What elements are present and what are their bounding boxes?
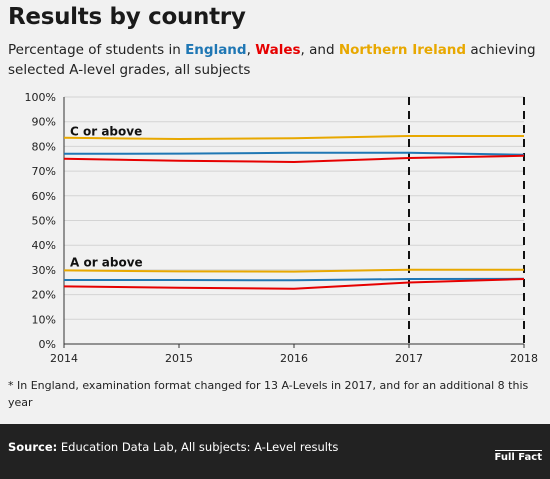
chart-subtitle: Percentage of students in England, Wales… (8, 40, 544, 80)
series-line-england (64, 277, 525, 282)
footer-bar: Source: Education Data Lab, All subjects… (0, 424, 550, 479)
line-chart: 0% 10% 20% 30% 40% 50% 60% 70% 80% 90% 100% 2014 201… (25, 91, 538, 365)
source-line: Source: Education Data Lab, All subjects… (8, 440, 338, 454)
group-annotation: A or above (70, 255, 143, 269)
series-line-ni (63, 135, 524, 140)
series-line-ni (63, 268, 524, 273)
subtitle-sep1: , (246, 42, 256, 58)
group-annotation: C or above (70, 125, 142, 139)
y-tick-label: 30% (32, 264, 56, 277)
subtitle-northern-ireland: Northern Ireland (338, 42, 467, 58)
y-tick-label: 40% (32, 239, 56, 252)
x-tick-label: 2016 (280, 352, 308, 365)
source-text: Education Data Lab, All subjects: A-Leve… (57, 440, 339, 454)
subtitle-suffix: achieving selected A-level grades, all s… (8, 42, 536, 78)
y-tick-label: 20% (32, 289, 56, 302)
series-line-wales (63, 278, 525, 290)
x-tick-label: 2018 (510, 352, 538, 365)
y-tick-label: 0% (39, 338, 56, 351)
full-fact-logo: Full Fact (494, 450, 542, 463)
y-tick-label: 60% (32, 190, 56, 203)
x-tick-label: 2014 (50, 352, 78, 365)
subtitle-wales: Wales (255, 42, 301, 58)
y-tick-label: 10% (32, 313, 56, 326)
x-tick-label: 2017 (395, 352, 423, 365)
x-tick-label: 2015 (165, 352, 193, 365)
subtitle-england: England (185, 42, 247, 58)
subtitle-sep2: , and (300, 42, 339, 58)
y-tick-label: 90% (32, 116, 56, 129)
series-line-england (63, 151, 525, 156)
chart-title: Results by country (8, 4, 246, 30)
y-tick-label: 70% (32, 165, 56, 178)
source-label: Source: (8, 440, 58, 454)
footnote: * In England, examination format changed… (8, 379, 529, 409)
y-tick-label: 100% (25, 91, 56, 104)
y-tick-label: 50% (32, 215, 56, 228)
subtitle-prefix: Percentage of students in (8, 42, 186, 58)
y-tick-label: 80% (32, 140, 56, 153)
series-line-wales (63, 154, 525, 163)
